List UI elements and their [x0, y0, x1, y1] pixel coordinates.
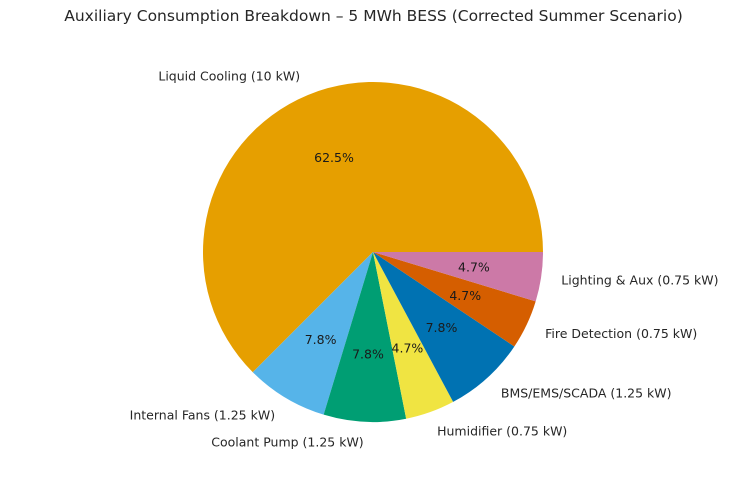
slice-label-coolant-pump: Coolant Pump (1.25 kW) [211, 435, 363, 450]
slice-label-bms-ems-scada: BMS/EMS/SCADA (1.25 kW) [501, 385, 672, 400]
pct-label-humidifier: 4.7% [392, 340, 424, 355]
slice-label-liquid-cooling: Liquid Cooling (10 kW) [158, 68, 300, 83]
pct-label-internal-fans: 7.8% [305, 332, 337, 347]
pct-label-lighting-aux: 4.7% [458, 259, 490, 274]
slice-label-internal-fans: Internal Fans (1.25 kW) [130, 408, 275, 423]
slice-label-lighting-aux: Lighting & Aux (0.75 kW) [561, 272, 718, 287]
slice-label-humidifier: Humidifier (0.75 kW) [437, 424, 567, 439]
pie-slice-internal-fans [252, 252, 373, 415]
pie-slice-fire-detection [373, 252, 536, 347]
slice-label-fire-detection: Fire Detection (0.75 kW) [545, 326, 697, 341]
pie-slice-bms-ems-scada [373, 252, 515, 402]
pct-label-fire-detection: 4.7% [449, 288, 481, 303]
chart-title: Auxiliary Consumption Breakdown – 5 MWh … [64, 7, 683, 25]
pie-slice-lighting-aux [373, 252, 543, 302]
pie-slice-liquid-cooling [203, 82, 543, 373]
pct-label-coolant-pump: 7.8% [352, 346, 384, 361]
pct-label-liquid-cooling: 62.5% [314, 150, 354, 165]
pct-label-bms-ems-scada: 7.8% [426, 320, 458, 335]
pie-slice-humidifier [373, 252, 454, 419]
pie-slice-coolant-pump [323, 252, 407, 422]
